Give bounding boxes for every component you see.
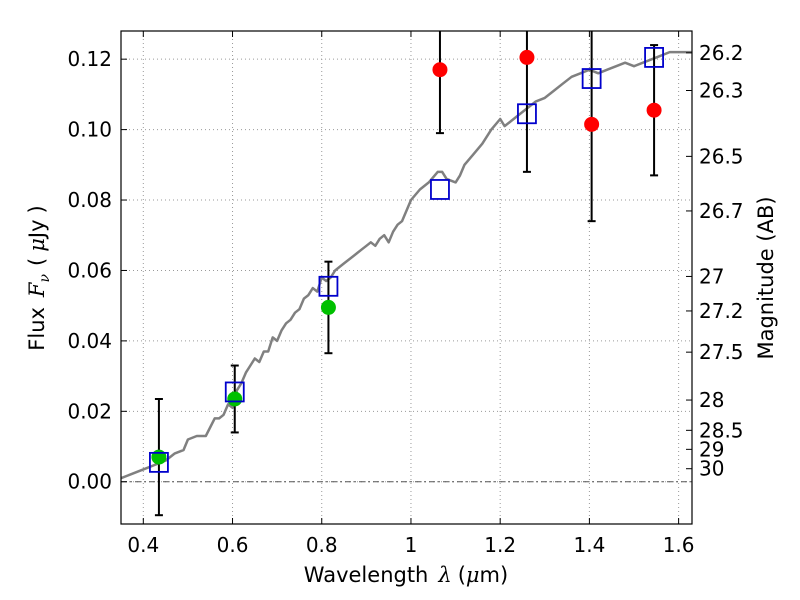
x-tick-label: 1.4: [573, 533, 605, 557]
y-tick-label: 0.12: [67, 47, 112, 71]
model-photometry-square: [517, 103, 537, 125]
x-tick-label: 1.6: [663, 533, 695, 557]
model-photometry-square: [430, 179, 450, 200]
non-detection-point: [584, 116, 600, 132]
right-tick-label: 28.5: [699, 418, 744, 442]
x-tick-label: 1: [405, 533, 418, 557]
right-axis-label: Magnitude (AB): [754, 196, 778, 359]
model-photometry-square: [581, 68, 602, 89]
model-spectrum-line: [120, 50, 692, 480]
y-tick-label: 0.06: [67, 258, 112, 282]
model-photometry-square: [149, 451, 169, 473]
right-tick-label: 26.2: [699, 41, 744, 65]
data-marks-layer: [149, 31, 664, 517]
x-tick-label: 0.6: [217, 533, 249, 557]
detection-point: [227, 391, 243, 407]
y-tick-label: 0.04: [67, 329, 112, 353]
right-tick-label: 30: [699, 457, 724, 481]
x-tick-label: 0.8: [306, 533, 338, 557]
right-tick-label: 26.3: [699, 79, 744, 103]
x-tick-labels: 0.4 0.6 0.8 1 1.2 1.4 1.6: [127, 533, 694, 557]
right-tick-label: 27.5: [699, 340, 744, 364]
right-tick-label: 26.5: [699, 144, 744, 168]
right-tick-label: 28: [699, 388, 724, 412]
y-tick-label: 0.08: [67, 188, 112, 212]
y-tick-label: 0.10: [67, 118, 112, 142]
y-tick-label: 0.02: [67, 399, 112, 423]
right-tick-label: 27: [699, 264, 724, 288]
x-tick-label: 0.4: [127, 533, 159, 557]
non-detection-point: [519, 49, 535, 65]
non-detection-point: [646, 102, 662, 118]
y-tick-labels: 0.00 0.02 0.04 0.06 0.08 0.10 0.12: [67, 47, 112, 494]
model-spectrum-layer: [120, 50, 692, 480]
plot-frame: [120, 30, 693, 525]
model-photometry-square: [224, 381, 245, 403]
model-photometry-square: [644, 47, 664, 68]
tick-marks: [121, 31, 692, 524]
y-axis-label: FluxFν(μJy): [25, 205, 53, 350]
right-tick-label: 29: [699, 437, 724, 461]
non-detection-point: [432, 62, 448, 78]
y-tick-label: 0.00: [67, 470, 112, 494]
right-tick-label: 26.7: [699, 199, 744, 223]
model-photometry-square: [318, 275, 339, 297]
detection-point: [320, 299, 336, 315]
grid: [121, 31, 692, 524]
x-tick-label: 1.2: [484, 533, 516, 557]
right-tick-label: 27.2: [699, 299, 744, 323]
x-axis-label: Wavelength λ (μm): [304, 563, 508, 587]
detection-point: [151, 449, 167, 465]
